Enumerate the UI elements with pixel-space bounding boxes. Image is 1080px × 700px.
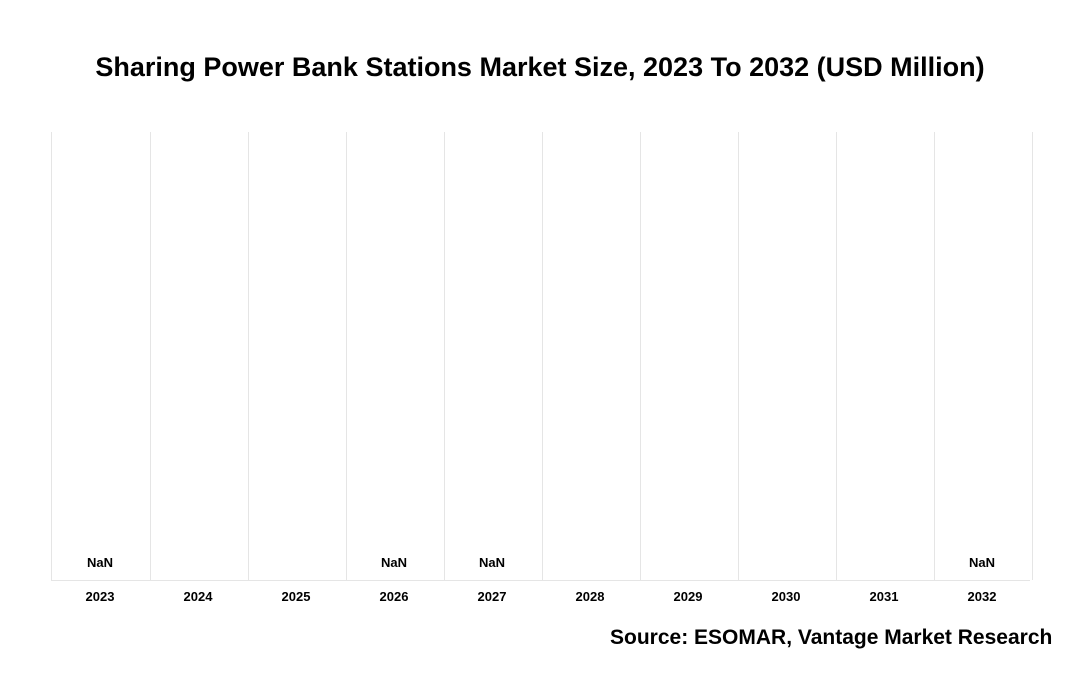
gridline [836, 132, 837, 580]
gridline [248, 132, 249, 580]
bar-value-label: NaN [479, 555, 505, 570]
gridline [934, 132, 935, 580]
bar-value-label: NaN [969, 555, 995, 570]
gridline [150, 132, 151, 580]
bar-value-label: NaN [381, 555, 407, 570]
x-tick-label: 2024 [184, 589, 213, 604]
x-tick-label: 2027 [478, 589, 507, 604]
x-tick-label: 2023 [86, 589, 115, 604]
plot-area [51, 132, 1030, 581]
x-tick-label: 2025 [282, 589, 311, 604]
gridline [346, 132, 347, 580]
gridline [640, 132, 641, 580]
x-tick-label: 2029 [674, 589, 703, 604]
x-tick-label: 2030 [772, 589, 801, 604]
x-tick-label: 2028 [576, 589, 605, 604]
gridline [1032, 132, 1033, 580]
x-tick-label: 2031 [870, 589, 899, 604]
source-attribution: Source: ESOMAR, Vantage Market Research [610, 626, 1052, 650]
gridline [738, 132, 739, 580]
x-tick-label: 2032 [968, 589, 997, 604]
chart-title: Sharing Power Bank Stations Market Size,… [0, 52, 1080, 83]
bar-value-label: NaN [87, 555, 113, 570]
x-tick-label: 2026 [380, 589, 409, 604]
gridline [542, 132, 543, 580]
gridline [444, 132, 445, 580]
